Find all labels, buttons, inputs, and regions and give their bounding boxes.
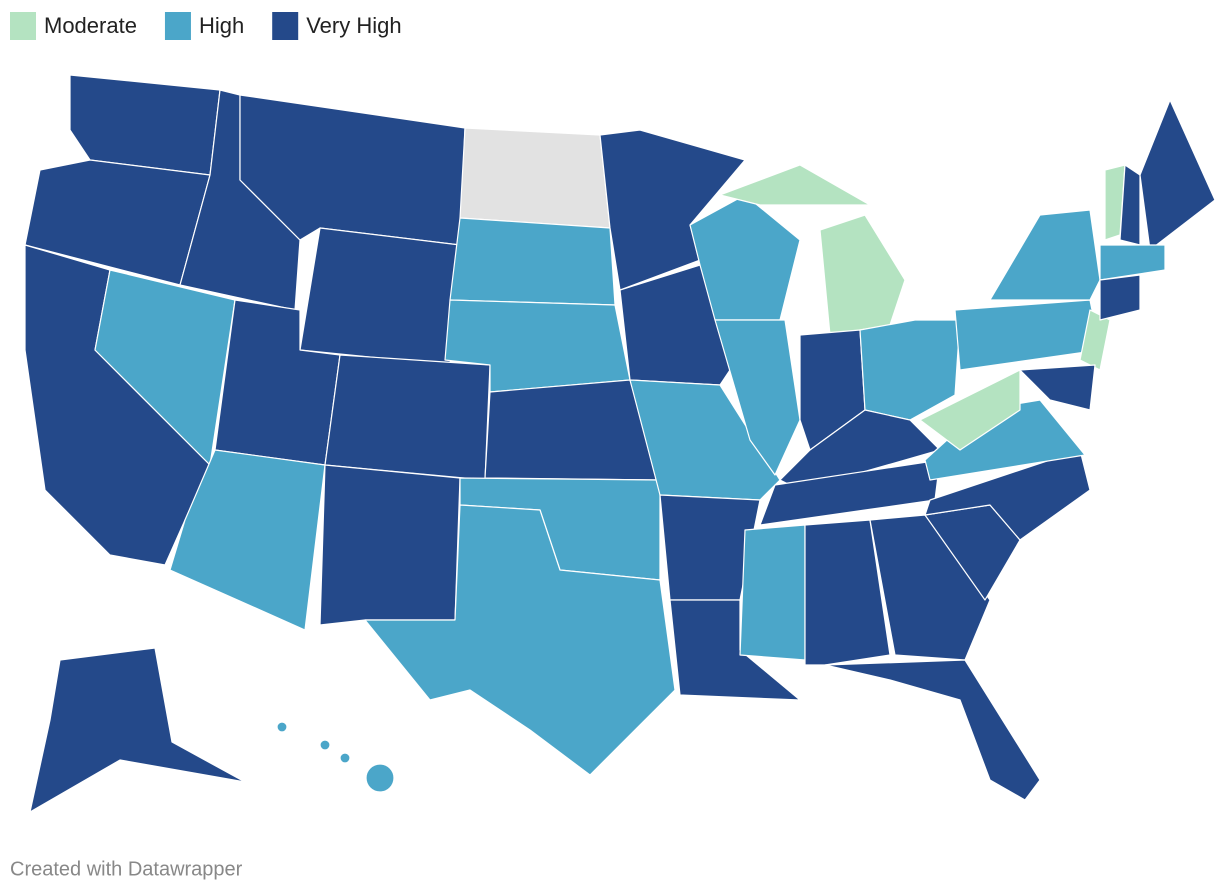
state xyxy=(319,464,461,626)
state xyxy=(804,519,891,666)
state xyxy=(24,159,211,286)
state xyxy=(276,721,288,733)
state xyxy=(29,647,246,813)
state xyxy=(1139,99,1216,251)
state xyxy=(449,217,616,306)
legend-label: Moderate xyxy=(44,13,137,38)
state xyxy=(169,449,326,631)
state xyxy=(919,369,1021,451)
state xyxy=(719,164,871,206)
state xyxy=(319,739,331,751)
state xyxy=(364,504,676,776)
legend-label: High xyxy=(199,13,244,38)
us-map xyxy=(24,74,1216,813)
credit: Created with Datawrapper xyxy=(10,858,243,880)
legend: Moderate High Very High xyxy=(10,12,402,40)
state xyxy=(954,299,1101,371)
state xyxy=(859,319,961,421)
state xyxy=(365,763,395,793)
legend-swatch xyxy=(164,12,191,40)
legend-swatch xyxy=(272,12,299,40)
state xyxy=(819,214,906,336)
legend-label: Very High xyxy=(306,13,401,38)
legend-swatch xyxy=(10,12,36,40)
state xyxy=(824,659,1041,801)
state xyxy=(1099,274,1141,321)
state xyxy=(1019,364,1096,411)
state xyxy=(339,752,351,764)
state xyxy=(989,209,1101,301)
state xyxy=(714,319,801,476)
state xyxy=(324,354,491,481)
state xyxy=(1099,244,1166,281)
state xyxy=(869,514,991,661)
state xyxy=(299,227,461,366)
state xyxy=(629,379,781,501)
state xyxy=(459,127,611,229)
state xyxy=(669,599,801,701)
state xyxy=(739,524,806,661)
